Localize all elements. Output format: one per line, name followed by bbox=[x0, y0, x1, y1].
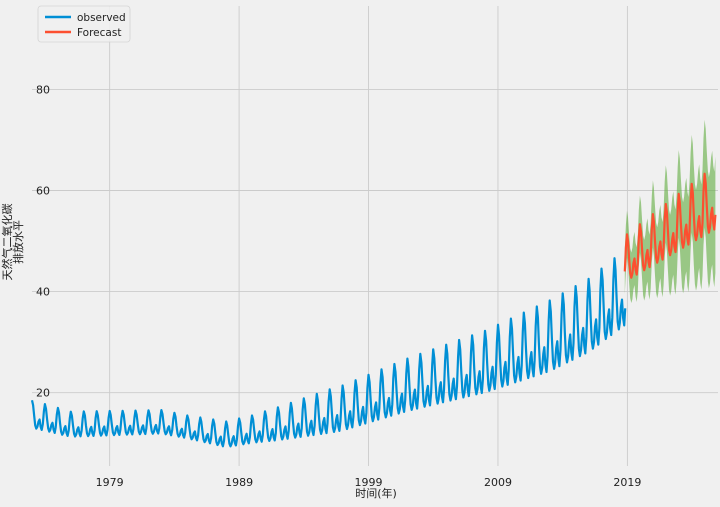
y-axis-label-line1: 天然气二氧化碳 bbox=[0, 204, 14, 281]
y-tick-label-60: 60 bbox=[36, 185, 50, 198]
tick-labels: 1979 1989 1999 2009 2019 20 40 60 80 bbox=[36, 83, 641, 489]
y-tick-label-40: 40 bbox=[36, 286, 50, 299]
series-layer bbox=[30, 172, 717, 448]
series-line-forecast bbox=[623, 172, 717, 279]
x-tick-label-2019: 2019 bbox=[613, 476, 641, 489]
x-tick-label-2009: 2009 bbox=[484, 476, 512, 489]
x-tick-label-1989: 1989 bbox=[225, 476, 253, 489]
legend: observed Forecast bbox=[37, 5, 131, 43]
legend-label-observed: observed bbox=[77, 12, 126, 24]
y-tick-label-80: 80 bbox=[36, 83, 50, 96]
legend-label-forecast: Forecast bbox=[77, 27, 121, 39]
y-axis-label-line2: 排放水平 bbox=[11, 220, 25, 264]
series-line-observed bbox=[30, 257, 627, 448]
y-tick-label-20: 20 bbox=[36, 387, 50, 400]
y-axis-label: 天然气二氧化碳 排放水平 bbox=[0, 204, 25, 281]
x-axis-label: 时间(年) bbox=[355, 486, 397, 500]
x-tick-label-1999: 1999 bbox=[355, 476, 383, 489]
x-tick-label-1979: 1979 bbox=[96, 476, 124, 489]
